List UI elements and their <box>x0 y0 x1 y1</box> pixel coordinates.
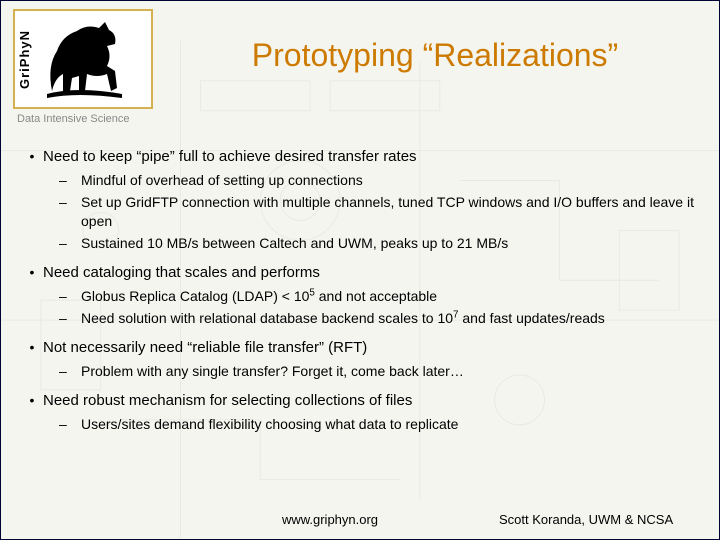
logo-vertical-text: GriPhyN <box>17 11 35 107</box>
sub-bullet-text: Mindful of overhead of setting up connec… <box>81 171 363 190</box>
bullet-text: Need robust mechanism for selecting coll… <box>43 391 412 411</box>
griffin-icon <box>37 16 147 106</box>
sub-bullet-text: Need solution with relational database b… <box>81 309 605 328</box>
bullet-level2: Globus Replica Catalog (LDAP) < 105 and … <box>21 287 699 306</box>
sub-bullet-text: Set up GridFTP connection with multiple … <box>81 193 699 231</box>
bullet-text: Need to keep “pipe” full to achieve desi… <box>43 147 417 167</box>
footer-credit: Scott Koranda, UWM & NCSA <box>499 512 719 527</box>
bullet-level2: Set up GridFTP connection with multiple … <box>21 193 699 231</box>
logo-container: GriPhyN Data Intensive Science <box>13 9 163 125</box>
slide-body: Need to keep “pipe” full to achieve desi… <box>1 129 719 434</box>
sub-bullet-text: Problem with any single transfer? Forget… <box>81 362 464 381</box>
griphyn-logo: GriPhyN <box>13 9 153 109</box>
sub-bullet-text: Sustained 10 MB/s between Caltech and UW… <box>81 234 508 253</box>
bullet-text: Need cataloging that scales and performs <box>43 263 320 283</box>
bullet-level2: Sustained 10 MB/s between Caltech and UW… <box>21 234 699 253</box>
bullet-level1: Need robust mechanism for selecting coll… <box>21 391 699 434</box>
sub-bullet-list: Users/sites demand flexibility choosing … <box>21 415 699 434</box>
sub-bullet-list: Mindful of overhead of setting up connec… <box>21 171 699 253</box>
footer-url: www.griphyn.org <box>1 512 499 527</box>
bullet-level2: Users/sites demand flexibility choosing … <box>21 415 699 434</box>
sub-bullet-text: Users/sites demand flexibility choosing … <box>81 415 458 434</box>
sub-bullet-list: Globus Replica Catalog (LDAP) < 105 and … <box>21 287 699 328</box>
bullet-level2: Mindful of overhead of setting up connec… <box>21 171 699 190</box>
sub-bullet-list: Problem with any single transfer? Forget… <box>21 362 699 381</box>
slide-header: GriPhyN Data Intensive Science Prototypi… <box>1 1 719 129</box>
bullet-level2: Problem with any single transfer? Forget… <box>21 362 699 381</box>
bullet-level1: Need to keep “pipe” full to achieve desi… <box>21 147 699 253</box>
bullet-list: Need to keep “pipe” full to achieve desi… <box>21 147 699 434</box>
sub-bullet-text: Globus Replica Catalog (LDAP) < 105 and … <box>81 287 437 306</box>
slide-footer: www.griphyn.org Scott Koranda, UWM & NCS… <box>1 512 719 527</box>
bullet-level2: Need solution with relational database b… <box>21 309 699 328</box>
bullet-level1: Need cataloging that scales and performs… <box>21 263 699 328</box>
slide-title: Prototyping “Realizations” <box>163 9 707 74</box>
bullet-level1: Not necessarily need “reliable file tran… <box>21 338 699 381</box>
bullet-text: Not necessarily need “reliable file tran… <box>43 338 367 358</box>
logo-tagline: Data Intensive Science <box>17 113 163 125</box>
